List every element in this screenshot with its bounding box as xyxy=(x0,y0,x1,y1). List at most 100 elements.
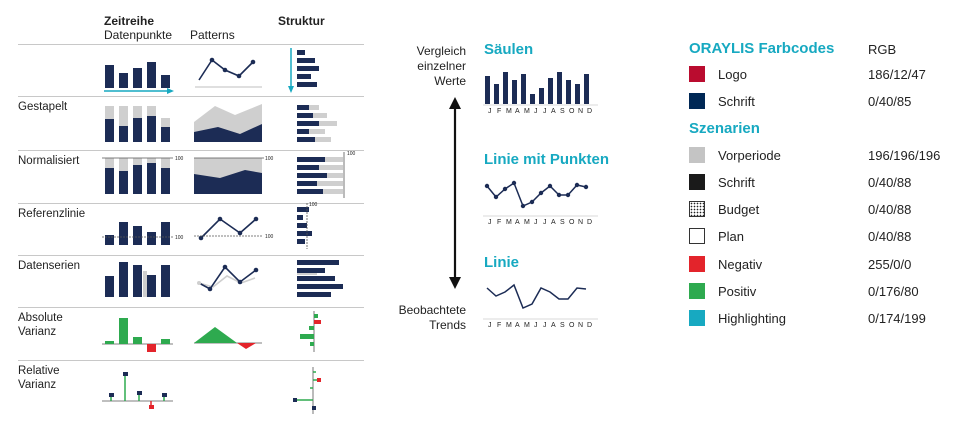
table-divider xyxy=(18,150,364,151)
icon-absolute-variance-columns xyxy=(102,318,173,352)
marker-100: 100 xyxy=(175,235,184,241)
month-label: D xyxy=(587,219,593,226)
icon-reference-bars xyxy=(297,203,312,249)
swatch-schrift-scenario xyxy=(689,174,705,190)
scale-top-label: Vergleich einzelner Werte xyxy=(416,44,466,88)
legend-label: Budget xyxy=(718,202,760,217)
month-label: A xyxy=(515,219,520,226)
month-label: M xyxy=(506,108,512,115)
legend-value: 0/40/85 xyxy=(868,94,912,109)
month-label: M xyxy=(524,322,530,329)
icon-absolute-variance-area xyxy=(194,327,262,349)
header-struktur: Struktur xyxy=(278,14,325,28)
legend-value: 0/174/199 xyxy=(868,311,926,326)
table-divider xyxy=(18,96,364,97)
month-label: F xyxy=(497,322,502,329)
legend-value: 0/176/80 xyxy=(868,284,919,299)
scenarios-title: Szenarien xyxy=(689,120,760,137)
title-linie: Linie xyxy=(484,254,520,271)
table-divider xyxy=(18,255,364,256)
month-label: N xyxy=(578,322,584,329)
legend-label: Logo xyxy=(718,67,747,82)
month-label: J xyxy=(488,108,492,115)
month-label: A xyxy=(515,108,520,115)
swatch-plan xyxy=(689,228,705,244)
legend-value: 186/12/47 xyxy=(868,67,926,82)
table-icons xyxy=(102,48,345,414)
example-charts xyxy=(483,72,598,320)
swatch-budget xyxy=(689,201,705,217)
icon-stacked-columns xyxy=(105,106,170,142)
month-label: S xyxy=(560,108,565,115)
month-label: M xyxy=(524,108,530,115)
month-label: O xyxy=(569,219,575,226)
swatch-positiv xyxy=(689,283,705,299)
swatch-schrift xyxy=(689,93,705,109)
month-label: M xyxy=(506,322,512,329)
icon-reference-columns xyxy=(102,222,173,245)
title-saulen: Säulen xyxy=(484,41,534,58)
header-patterns: Patterns xyxy=(190,28,235,42)
swatch-vorperiode xyxy=(689,147,705,163)
month-label: D xyxy=(587,108,593,115)
legend-label: Positiv xyxy=(718,284,757,299)
scale-bottom-label: Beobachtete Trends xyxy=(398,303,466,332)
month-label: M xyxy=(506,219,512,226)
icon-columns-timeline xyxy=(104,62,174,94)
month-label: J xyxy=(534,322,538,329)
table-divider xyxy=(18,360,364,361)
month-label: O xyxy=(569,322,575,329)
icon-series-lines xyxy=(197,264,259,292)
example-line-points xyxy=(483,180,598,217)
month-label: O xyxy=(569,108,575,115)
title-linie-mit-punkten: Linie mit Punkten xyxy=(484,151,610,168)
example-columns xyxy=(483,72,598,106)
month-label: F xyxy=(497,219,502,226)
month-label: N xyxy=(578,108,584,115)
legend-label: Schrift xyxy=(718,94,755,109)
month-label: J xyxy=(488,219,492,226)
table-divider xyxy=(18,307,364,308)
marker-100: 100 xyxy=(265,156,274,162)
legend-value: 0/40/88 xyxy=(868,202,912,217)
table-divider xyxy=(18,44,364,45)
legend-value: 255/0/0 xyxy=(868,257,912,272)
month-label: M xyxy=(524,219,530,226)
swatch-highlighting xyxy=(689,310,705,326)
row-label-gestapelt: Gestapelt xyxy=(18,101,68,113)
month-label: A xyxy=(551,108,556,115)
month-label: S xyxy=(560,322,565,329)
icon-absolute-variance-bars xyxy=(300,311,321,352)
header-datenpunkte: Datenpunkte xyxy=(104,28,173,42)
legend-label: Schrift xyxy=(718,175,755,190)
row-label-relative-varianz: Relative Varianz xyxy=(18,365,60,391)
table-divider xyxy=(18,203,364,204)
marker-100: 100 xyxy=(347,151,356,157)
swatch-negativ xyxy=(689,256,705,272)
icon-normalized-columns xyxy=(102,157,173,194)
icon-series-columns xyxy=(105,262,170,297)
month-label: N xyxy=(578,219,584,226)
legend-value: 0/40/88 xyxy=(868,175,912,190)
icon-relative-variance-pins xyxy=(102,372,173,409)
header-zeitreihe: Zeitreihe xyxy=(104,14,155,28)
month-label: J xyxy=(543,322,547,329)
month-label: A xyxy=(515,322,520,329)
icon-line-pattern xyxy=(195,57,262,88)
icon-series-bars xyxy=(297,260,343,297)
icon-reference-line xyxy=(194,216,263,241)
month-label: S xyxy=(560,219,565,226)
row-label-normalisiert: Normalisiert xyxy=(18,155,80,167)
icon-relative-variance-horizontal xyxy=(293,367,321,414)
month-label: A xyxy=(551,219,556,226)
legend-label: Plan xyxy=(718,229,745,244)
row-label-datenserien: Datenserien xyxy=(18,260,81,272)
icon-stacked-bars xyxy=(297,105,337,142)
month-label: J xyxy=(534,108,538,115)
legend-label: Highlighting xyxy=(718,311,786,326)
icon-normalized-area xyxy=(194,157,264,194)
legend-label: Negativ xyxy=(718,257,763,272)
icon-horizontal-structure xyxy=(288,48,319,93)
month-label: D xyxy=(587,322,593,329)
legend-value: 0/40/88 xyxy=(868,229,912,244)
